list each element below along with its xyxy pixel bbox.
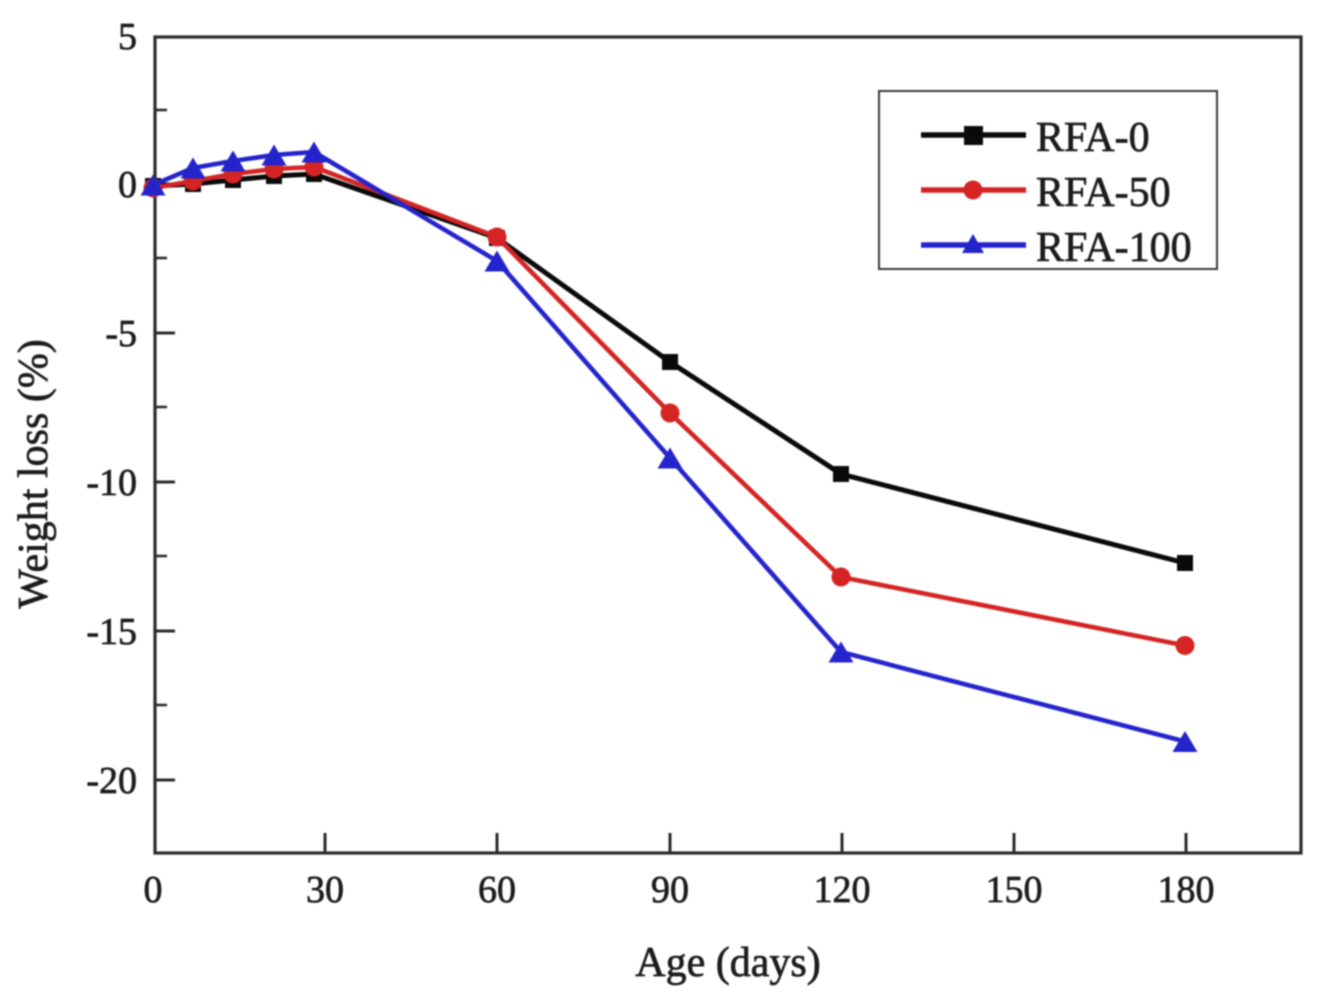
svg-text:-10: -10 bbox=[86, 462, 137, 504]
svg-text:-20: -20 bbox=[86, 760, 137, 802]
svg-text:5: 5 bbox=[118, 16, 137, 58]
svg-text:120: 120 bbox=[814, 869, 871, 911]
svg-text:0: 0 bbox=[144, 869, 163, 911]
svg-text:30: 30 bbox=[306, 869, 344, 911]
svg-text:-15: -15 bbox=[86, 611, 137, 653]
svg-text:Age (days): Age (days) bbox=[635, 940, 820, 986]
svg-text:RFA-50: RFA-50 bbox=[1036, 170, 1171, 216]
svg-text:RFA-0: RFA-0 bbox=[1036, 115, 1150, 161]
svg-text:60: 60 bbox=[478, 869, 516, 911]
svg-text:Weight loss (%): Weight loss (%) bbox=[11, 339, 57, 609]
svg-text:-5: -5 bbox=[105, 313, 137, 355]
svg-text:0: 0 bbox=[118, 164, 137, 206]
svg-text:150: 150 bbox=[986, 869, 1043, 911]
svg-text:90: 90 bbox=[651, 869, 689, 911]
svg-text:180: 180 bbox=[1158, 869, 1215, 911]
svg-text:RFA-100: RFA-100 bbox=[1036, 225, 1192, 271]
